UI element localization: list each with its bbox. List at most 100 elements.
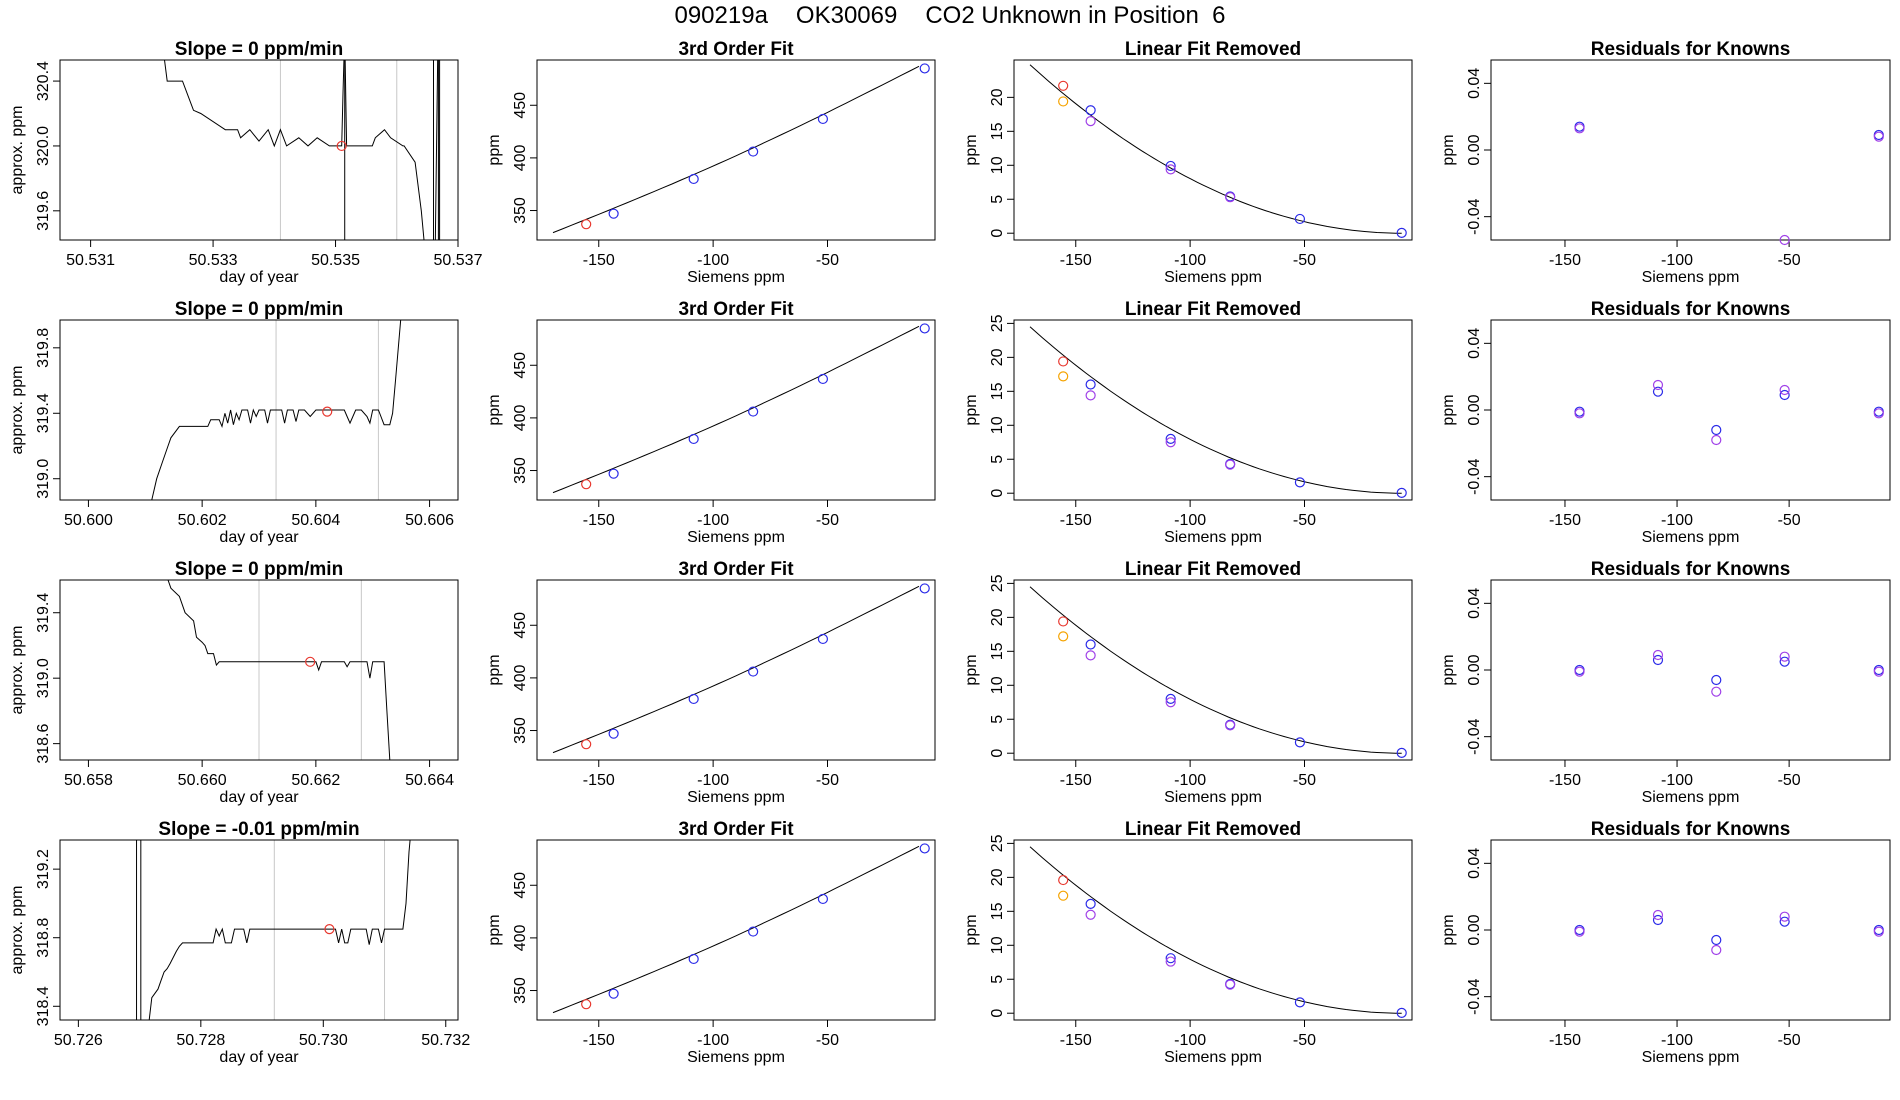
y-axis-label: ppm xyxy=(1440,914,1457,945)
plot-area xyxy=(552,585,920,754)
panel-fit-row-3: 3rd Order Fit -150 -100 -50 350 400 450 Siemens… xyxy=(486,819,936,1066)
panel-title: Slope = 0 ppm/min xyxy=(175,559,343,580)
y-tick-label: 450 xyxy=(512,352,529,379)
x-axis-label: Siemens ppm xyxy=(1164,269,1262,286)
unknown-point xyxy=(1058,616,1069,627)
x-tick-label: -50 xyxy=(1778,1032,1801,1049)
y-tick-label: 5 xyxy=(989,195,1006,204)
x-tick-label: -150 xyxy=(1549,1032,1581,1049)
y-tick-label: -0.04 xyxy=(1466,458,1483,495)
x-tick-label: -100 xyxy=(1661,772,1693,789)
x-tick-label: -50 xyxy=(1293,512,1316,529)
x-tick-label: -50 xyxy=(816,1032,839,1049)
panel-title: Residuals for Knowns xyxy=(1591,39,1791,60)
y-tick-label: 0.04 xyxy=(1466,328,1483,359)
x-tick-label: 50.604 xyxy=(291,512,340,529)
known-point xyxy=(748,406,759,417)
panel-title: 3rd Order Fit xyxy=(678,559,794,580)
plot-area xyxy=(552,325,920,494)
panel-linear_removed-row-3: Linear Fit Removed -150 -100 -50 0 5 10 15 20 25 S… xyxy=(963,819,1413,1066)
fit-curve xyxy=(1029,64,1402,234)
plot-area xyxy=(1029,326,1402,494)
x-tick-label: -150 xyxy=(583,1032,615,1049)
page-title: 090219a OK30069 CO2 Unknown in Position 6 xyxy=(0,2,1900,30)
unknown-point xyxy=(581,479,592,490)
y-tick-label: 0.04 xyxy=(1466,588,1483,619)
plot-frame xyxy=(1490,59,1891,241)
plot-frame xyxy=(1490,839,1891,1021)
known-point xyxy=(1085,639,1096,650)
x-axis-label: day of year xyxy=(219,789,299,806)
x-axis-label: Siemens ppm xyxy=(1164,529,1262,546)
known-point xyxy=(1652,386,1664,397)
panel-linear_removed-row-0: Linear Fit Removed -150 -100 -50 0 5 10 15 20 Sie… xyxy=(963,39,1413,286)
known-point xyxy=(817,893,829,905)
y-tick-label: 0.00 xyxy=(1466,654,1483,685)
known-point xyxy=(1085,898,1096,909)
unknown-point xyxy=(581,999,592,1010)
alt-known-point xyxy=(1085,390,1096,401)
x-tick-label: -50 xyxy=(1778,772,1801,789)
unknown-point xyxy=(1058,356,1069,367)
x-tick-label: 50.728 xyxy=(176,1032,225,1049)
panel-timeseries-row-1: Slope = 0 ppm/min 50.600 50.602 50.604 50.60… xyxy=(9,299,459,546)
panel-timeseries-row-2: Slope = 0 ppm/min 50.658 50.660 50.662 50.66… xyxy=(9,559,459,806)
y-tick-label: 25 xyxy=(989,834,1006,852)
y-tick-label: 10 xyxy=(989,936,1006,954)
plot-frame xyxy=(536,319,936,501)
x-axis-label: Siemens ppm xyxy=(1642,1049,1740,1066)
y-tick-label: 15 xyxy=(989,122,1006,140)
alt-known-point xyxy=(1574,666,1585,677)
known-point xyxy=(1085,379,1096,390)
y-tick-label: 0 xyxy=(989,749,1006,758)
y-axis-label: approx. ppm xyxy=(9,626,26,715)
y-tick-label: 350 xyxy=(512,717,529,744)
alt-known-point xyxy=(1225,192,1236,203)
y-tick-label: 320.0 xyxy=(35,126,52,166)
x-tick-label: 50.535 xyxy=(311,252,360,269)
alt-known-point xyxy=(1711,686,1722,697)
alt-known-point xyxy=(1711,434,1722,446)
known-point xyxy=(1711,934,1722,946)
alt-known-point xyxy=(1711,944,1722,956)
y-tick-label: 450 xyxy=(512,872,529,899)
y-axis-label: approx. ppm xyxy=(9,886,26,975)
y-axis-label: ppm xyxy=(486,654,503,685)
y-tick-label: 319.2 xyxy=(35,849,52,889)
y-tick-label: 350 xyxy=(512,457,529,484)
plot-area xyxy=(151,320,402,500)
alt-known-point xyxy=(1652,909,1664,921)
y-tick-label: 15 xyxy=(989,642,1006,660)
panel-title: Residuals for Knowns xyxy=(1591,819,1791,840)
unknown-point xyxy=(581,739,592,750)
x-tick-label: 50.730 xyxy=(299,1032,348,1049)
known-point xyxy=(608,208,619,219)
x-tick-label: -50 xyxy=(1293,772,1316,789)
plot-area xyxy=(552,65,920,234)
unknown-point xyxy=(1058,80,1069,91)
unknown-point xyxy=(305,656,316,667)
plot-frame xyxy=(59,579,459,761)
fit-curve xyxy=(552,325,920,494)
x-tick-label: -150 xyxy=(1060,252,1092,269)
known-point xyxy=(1779,656,1790,667)
known-point xyxy=(1165,433,1176,444)
x-axis-label: Siemens ppm xyxy=(687,269,785,286)
known-point xyxy=(1396,227,1407,238)
alt-known-point xyxy=(1652,379,1664,391)
known-point xyxy=(748,666,759,677)
unknown-point xyxy=(581,219,592,230)
known-point xyxy=(1652,654,1664,666)
y-tick-label: 0 xyxy=(989,229,1006,238)
x-tick-label: -100 xyxy=(1661,252,1693,269)
known-point xyxy=(1165,160,1176,172)
x-tick-label: -150 xyxy=(1549,772,1581,789)
y-tick-label: 20 xyxy=(989,868,1006,886)
panel-title: Slope = -0.01 ppm/min xyxy=(158,819,359,840)
x-axis-label: day of year xyxy=(219,1049,299,1066)
y-tick-label: 10 xyxy=(989,416,1006,434)
x-tick-label: -50 xyxy=(1293,1032,1316,1049)
x-axis-label: Siemens ppm xyxy=(687,1049,785,1066)
x-tick-label: -100 xyxy=(1174,252,1206,269)
